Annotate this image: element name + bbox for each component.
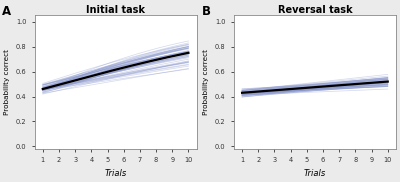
Title: Initial task: Initial task [86,5,145,15]
Y-axis label: Probability correct: Probability correct [4,49,10,115]
Title: Reversal task: Reversal task [278,5,352,15]
X-axis label: Trials: Trials [104,169,127,178]
Text: A: A [2,5,12,18]
X-axis label: Trials: Trials [304,169,326,178]
Text: B: B [202,5,211,18]
Y-axis label: Probability correct: Probability correct [204,49,210,115]
